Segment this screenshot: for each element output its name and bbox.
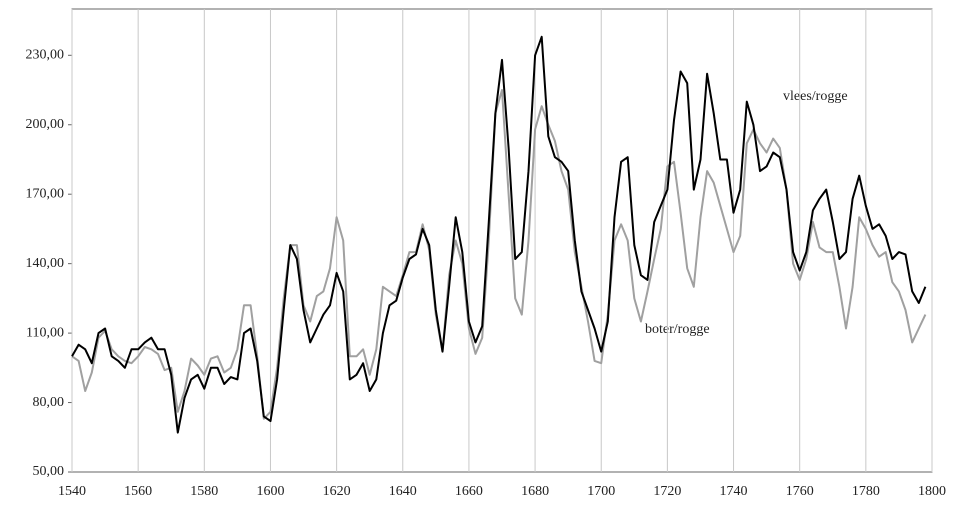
x-tick-label: 1800 <box>918 484 946 499</box>
x-tick-label: 1660 <box>455 484 483 499</box>
y-tick-label: 140,00 <box>26 256 65 271</box>
x-tick-label: 1600 <box>256 484 284 499</box>
x-tick-label: 1640 <box>389 484 417 499</box>
x-tick-label: 1740 <box>720 484 748 499</box>
y-tick-label: 230,00 <box>26 48 65 63</box>
x-tick-label: 1760 <box>786 484 814 499</box>
y-tick-label: 110,00 <box>26 325 64 340</box>
series-label: boter/rogge <box>645 322 710 337</box>
series-line <box>71 89 927 420</box>
x-tick-label: 1540 <box>58 484 86 499</box>
x-tick-label: 1700 <box>587 484 615 499</box>
x-tick-label: 1620 <box>323 484 351 499</box>
y-tick-label: 200,00 <box>26 117 65 132</box>
x-tick-label: 1560 <box>124 484 152 499</box>
y-tick-label: 50,00 <box>33 464 65 479</box>
y-tick-label: 170,00 <box>26 186 65 201</box>
x-tick-label: 1780 <box>852 484 880 499</box>
x-tick-label: 1720 <box>653 484 681 499</box>
y-tick-label: 80,00 <box>33 395 65 410</box>
x-tick-label: 1680 <box>521 484 549 499</box>
x-tick-label: 1580 <box>190 484 218 499</box>
plot-frame <box>71 8 933 473</box>
series-line <box>71 35 927 434</box>
series-label: vlees/rogge <box>783 89 848 104</box>
